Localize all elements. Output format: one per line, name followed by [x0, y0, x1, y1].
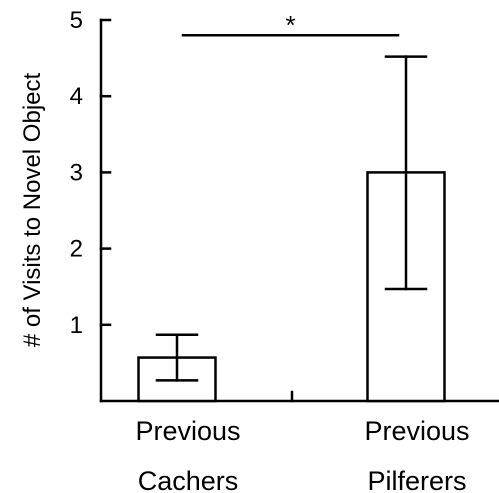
y-tick-label: 2 [70, 236, 83, 263]
y-tick-label: 4 [70, 83, 83, 110]
plot-area: 1 2 3 4 5 Previous Cachers Previous Pilferers * [70, 7, 499, 493]
y-tick-label: 3 [70, 159, 83, 186]
y-axis-title: # of Visits to Novel Object [19, 73, 46, 348]
x-category-label: Cachers [138, 466, 239, 493]
significance-marker: * [285, 10, 295, 40]
x-category-label: Previous [135, 416, 240, 446]
y-tick-label: 1 [70, 312, 83, 339]
y-tick-label: 5 [70, 7, 83, 34]
x-category-label: Pilferers [367, 466, 466, 493]
x-category-label: Previous [364, 416, 469, 446]
